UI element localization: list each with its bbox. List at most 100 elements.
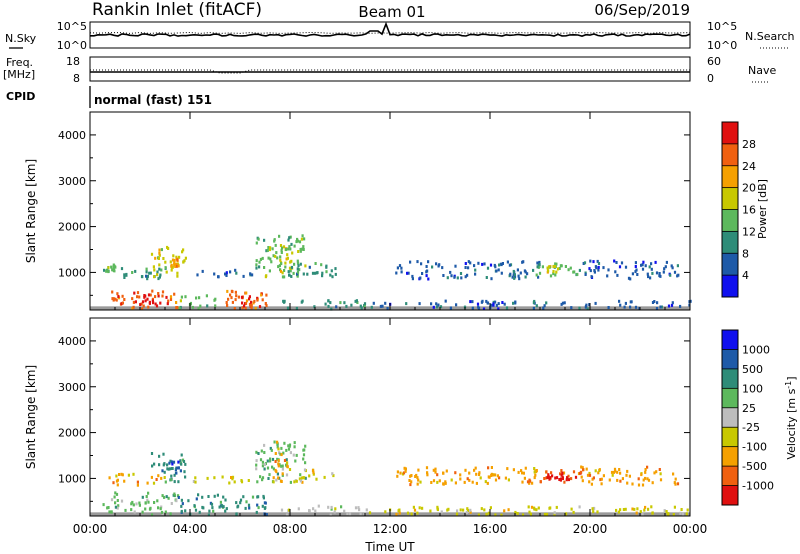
- velocity-cell: [158, 454, 161, 458]
- velocity-cell: [480, 507, 483, 511]
- power-colorbar: 4 8 12 16 20 24 28 Power [dB]: [721, 121, 769, 298]
- velocity-cell: [180, 462, 183, 466]
- power-region: [170, 257, 180, 269]
- power-cell: [513, 273, 516, 277]
- velocity-cell: [329, 513, 332, 517]
- power-cell: [656, 301, 659, 305]
- power-cell: [564, 265, 567, 268]
- power-cell: [150, 252, 154, 256]
- velocity-cell: [245, 500, 248, 504]
- velocity-cell: [514, 510, 517, 514]
- velocity-cell: [559, 472, 562, 476]
- power-cell: [149, 271, 152, 275]
- power-cell: [538, 260, 541, 264]
- power-cell: [170, 268, 173, 272]
- power-cell: [169, 295, 173, 299]
- velocity-cell: [613, 467, 617, 471]
- power-cell: [334, 272, 337, 276]
- power-cell: [284, 261, 287, 265]
- velocity-cell: [469, 508, 472, 512]
- velocity-cell: [136, 483, 139, 487]
- power-cell: [244, 306, 247, 310]
- velocity-cell: [247, 503, 251, 507]
- velocity-cell: [207, 495, 210, 498]
- power-cell: [536, 265, 539, 269]
- velocity-cell: [396, 470, 399, 474]
- velocity-cell: [590, 482, 593, 486]
- power-cell: [363, 302, 367, 306]
- velocity-cell: [130, 508, 133, 512]
- power-cell: [152, 265, 155, 269]
- velocity-cell: [263, 501, 266, 505]
- velocity-cell: [271, 457, 275, 461]
- velocity-cell: [165, 495, 168, 499]
- velocity-cell: [113, 495, 116, 499]
- velocity-region: [150, 452, 187, 484]
- power-panel: 1000 2000 3000 4000 Slant Range [km]: [24, 111, 692, 311]
- power-cell: [143, 295, 146, 299]
- velocity-cell: [136, 480, 139, 484]
- power-cell: [495, 303, 498, 307]
- velocity-cell: [468, 471, 471, 475]
- velocity-cell: [213, 494, 216, 498]
- power-cell: [196, 273, 199, 277]
- power-cell: [554, 262, 557, 266]
- power-region: [150, 245, 187, 279]
- power-region: [103, 263, 117, 274]
- velocity-cell: [588, 473, 592, 477]
- velocity-cell: [193, 504, 196, 508]
- velocity-cell: [548, 477, 551, 481]
- power-cell: [266, 249, 269, 252]
- power-cell: [234, 298, 237, 302]
- power-colorbar-swatches: [722, 122, 738, 297]
- power-cell: [436, 305, 439, 309]
- power-cell: [167, 299, 170, 303]
- date-title: 06/Sep/2019: [594, 1, 690, 19]
- velocity-cell: [545, 512, 549, 516]
- velocity-cell: [346, 512, 349, 516]
- velocity-cell: [655, 470, 658, 474]
- power-cell: [595, 266, 598, 270]
- velocity-cell: [108, 476, 111, 480]
- power-cell: [635, 268, 638, 272]
- power-cell: [386, 307, 389, 310]
- velocity-cell: [492, 473, 495, 477]
- velocity-cell: [463, 480, 466, 484]
- velocity-cell: [255, 510, 258, 514]
- velocity-cell: [531, 481, 534, 485]
- power-cell: [638, 307, 641, 311]
- velocity-region: [102, 491, 180, 517]
- power-cell: [563, 301, 566, 305]
- velocity-cell: [144, 501, 147, 505]
- velocity-cell: [281, 473, 284, 477]
- velocity-ytick-label: 4000: [58, 335, 86, 348]
- velocity-cell: [426, 471, 429, 475]
- velocity-cell: [277, 447, 280, 451]
- power-cell: [400, 270, 403, 274]
- velocity-cell: [402, 471, 406, 475]
- velocity-cell: [496, 474, 499, 478]
- velocity-cell: [646, 465, 649, 469]
- velocity-cell: [304, 461, 307, 465]
- power-cell: [264, 302, 267, 305]
- power-cell: [624, 265, 628, 269]
- power-cell: [301, 234, 304, 238]
- power-cell: [476, 302, 480, 306]
- power-cell: [179, 299, 182, 303]
- power-colorbar-tick-label: 16: [742, 204, 756, 217]
- power-cell: [497, 307, 500, 311]
- power-cell: [634, 270, 637, 274]
- power-cell: [175, 255, 178, 259]
- power-cell: [121, 294, 124, 298]
- power-colorbar-tick-label: 24: [742, 160, 756, 173]
- power-cell: [160, 248, 163, 252]
- power-cell: [177, 264, 180, 268]
- velocity-cell: [597, 471, 600, 475]
- power-region: [133, 291, 169, 308]
- power-cell: [372, 301, 375, 305]
- velocity-cell: [528, 510, 531, 514]
- power-cell: [670, 303, 674, 307]
- power-cell: [156, 273, 159, 277]
- velocity-cell: [659, 478, 663, 482]
- velocity-cell: [166, 463, 169, 467]
